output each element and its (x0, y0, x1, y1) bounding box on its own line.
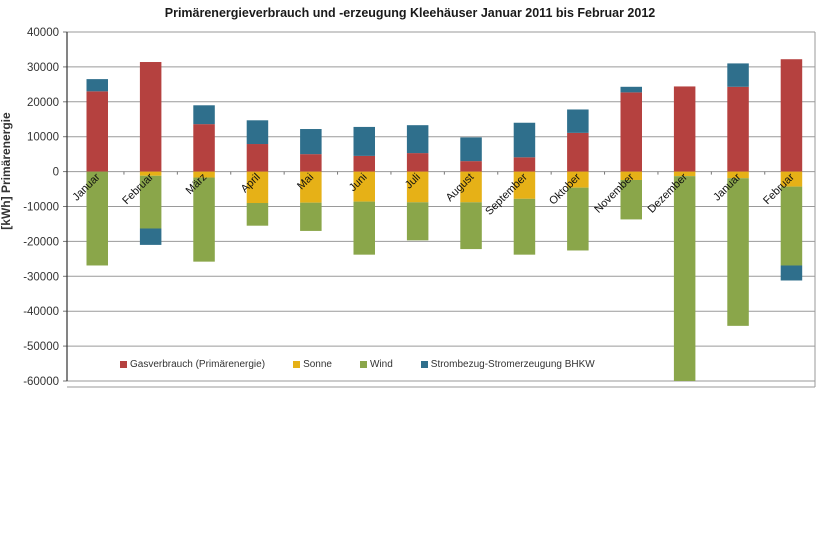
bar-segment (673, 176, 696, 381)
bar-segment (780, 59, 803, 172)
bar-segment (620, 179, 642, 220)
bar-segment (620, 86, 642, 93)
bar-segment (567, 132, 589, 172)
bar-segment (246, 203, 269, 226)
bar-segment (300, 171, 322, 203)
bar-segment (353, 126, 375, 156)
bar-segment (353, 155, 375, 172)
legend-item-strombezug: Strombezug-Stromerzeugung BHKW (420, 359, 595, 370)
bar-segment (193, 171, 215, 178)
bar-segment (673, 86, 696, 172)
bar-segment (139, 171, 162, 176)
bar-segment (460, 171, 482, 203)
legend-swatch-wind (359, 361, 367, 368)
legend: Gasverbrauch (Primärenergie) Sonne Wind … (120, 359, 595, 370)
bar-segment (139, 228, 162, 245)
bar-segment (460, 202, 482, 250)
y-tick-label: 10000 (27, 132, 59, 144)
bar-segment (620, 92, 642, 172)
bar-segment (460, 137, 482, 162)
bar-segment (193, 124, 215, 172)
y-tick-label: -50000 (23, 341, 59, 353)
bar-segment (300, 129, 322, 155)
bar-segment (567, 171, 589, 188)
bar-segment (353, 201, 375, 255)
y-tick-label: -20000 (23, 236, 59, 248)
bar-segment (406, 171, 429, 203)
legend-item-wind: Wind (359, 359, 393, 370)
bar-segment (673, 171, 696, 177)
bar-segment (567, 109, 589, 133)
bar-segment (139, 62, 162, 172)
bar-segment (139, 175, 162, 229)
y-tick-label: 30000 (27, 62, 59, 74)
bar-segment (406, 202, 429, 241)
bar-segment (513, 157, 536, 172)
bar-segment (193, 177, 215, 262)
bar-segment (406, 153, 429, 172)
y-tick-label: 40000 (27, 27, 59, 39)
bar-segment (780, 265, 803, 281)
bar-segment (246, 171, 269, 204)
bar-segment (727, 86, 749, 172)
bar-segment (620, 171, 642, 180)
bar-segment (727, 63, 749, 87)
bar-segment (193, 105, 215, 125)
bar-segment (727, 178, 749, 326)
chart-title: Primärenergieverbrauch und -erzeugung Kl… (164, 6, 656, 20)
bar-segment (513, 122, 536, 158)
bar-segment (513, 171, 536, 199)
bar-segment (353, 171, 375, 202)
bar-segment (780, 186, 803, 266)
y-tick-label: 20000 (27, 97, 59, 109)
y-tick-label: -40000 (23, 306, 59, 318)
bar-segment (86, 171, 108, 266)
bar-segment (780, 171, 803, 187)
y-tick-label: -10000 (23, 202, 59, 214)
bar-segment (727, 171, 749, 179)
legend-swatch-strombezug (420, 361, 428, 368)
bar-segment (406, 125, 429, 154)
bar-segment (246, 144, 269, 172)
legend-swatch-gas (120, 361, 127, 368)
bar-segment (300, 202, 322, 231)
legend-item-gas: Gasverbrauch (Primärenergie) (120, 359, 265, 370)
bar-segment (86, 79, 108, 92)
bar-segment (246, 120, 269, 145)
y-tick-label: 0 (53, 167, 59, 179)
bar-segment (86, 91, 108, 172)
bar-segment (567, 187, 589, 251)
bar-segment (300, 154, 322, 172)
legend-swatch-sonne (293, 361, 301, 368)
bar-segment (460, 161, 482, 172)
y-tick-label: -30000 (23, 271, 59, 283)
bar-segment (513, 198, 536, 255)
legend-item-sonne: Sonne (293, 359, 332, 370)
y-tick-label: -60000 (23, 376, 59, 388)
